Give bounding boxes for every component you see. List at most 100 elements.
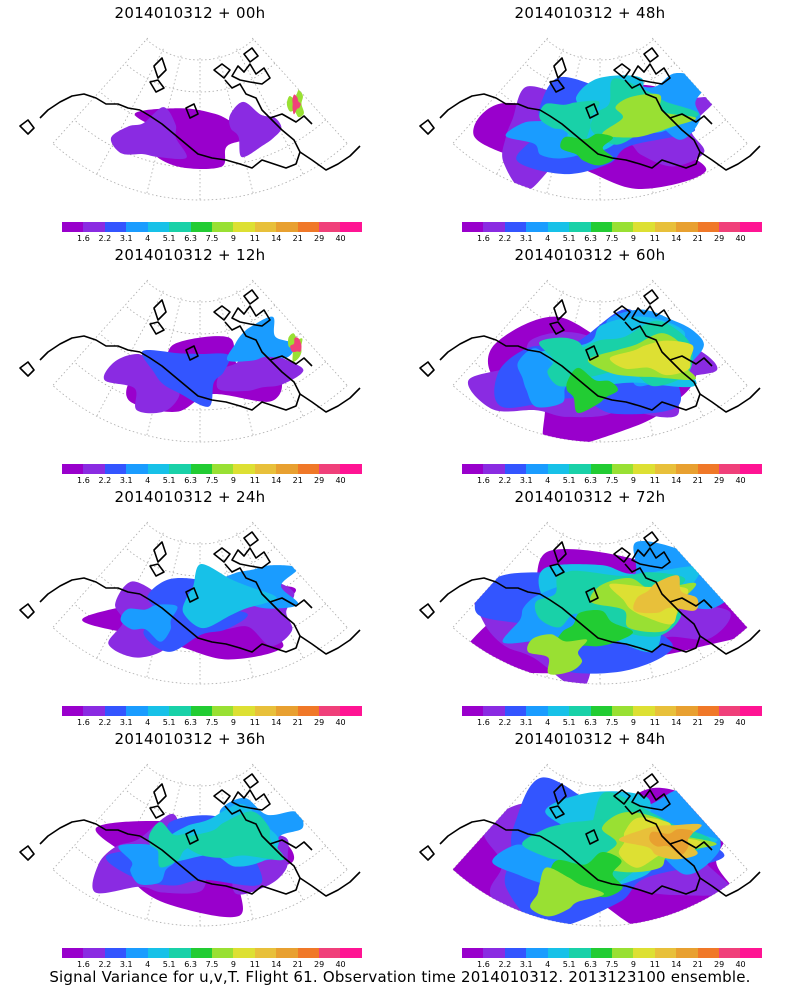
coastline xyxy=(419,47,761,171)
colorbar-tick-label: 3.1 xyxy=(119,476,133,485)
colorbar-swatch xyxy=(504,464,527,474)
variance-field xyxy=(103,316,304,414)
colorbar-swatch xyxy=(590,706,612,716)
variance-field xyxy=(82,564,299,660)
coastline-segment xyxy=(153,299,167,321)
colorbar-tick-label: 4 xyxy=(545,476,551,485)
colorbar-tick-label: 11 xyxy=(249,476,260,485)
contour-region xyxy=(120,604,178,642)
colorbar-swatch xyxy=(483,464,505,474)
colorbar-tick-label: 29 xyxy=(714,476,725,485)
colorbar-tick-label: 6.3 xyxy=(584,476,597,485)
colorbar-swatch xyxy=(719,222,741,232)
graticule xyxy=(52,279,348,443)
colorbar-swatch xyxy=(483,706,505,716)
colorbar-swatch xyxy=(740,948,762,958)
coastline-segment xyxy=(539,321,701,411)
colorbar-swatch xyxy=(254,706,277,716)
colorbar-tick-label: 6.3 xyxy=(584,234,597,243)
colorbar-tick-label: 9 xyxy=(630,718,636,727)
colorbar-tick-label: 6.3 xyxy=(584,718,597,727)
panel-title: 2014010312 + 48h xyxy=(514,4,666,22)
colorbar-swatch xyxy=(190,706,212,716)
coastline-segment xyxy=(699,871,761,897)
colorbar-swatch xyxy=(211,464,234,474)
coastline-segment xyxy=(39,819,141,845)
coastline-segment xyxy=(699,629,761,655)
contour-region xyxy=(554,610,634,648)
colorbar-swatch xyxy=(340,464,362,474)
colorbar-tick-label: 6.3 xyxy=(184,476,197,485)
latitude-circle xyxy=(73,361,327,411)
latitude-circle xyxy=(452,385,748,443)
contour-region xyxy=(110,107,187,160)
colorbar-swatch xyxy=(297,222,320,232)
colorbar-swatch xyxy=(547,706,570,716)
polar-map xyxy=(419,521,761,685)
colorbar-tick-label: 14 xyxy=(671,476,682,485)
colorbar-swatch xyxy=(233,464,255,474)
colorbar-swatch xyxy=(654,706,677,716)
coastline-segment xyxy=(419,845,435,861)
colorbar-swatch xyxy=(526,706,548,716)
coastline-segment xyxy=(419,119,435,135)
colorbar-tick-label: 7.5 xyxy=(605,234,619,243)
colorbar-tick-label: 7.5 xyxy=(605,476,619,485)
colorbar-swatch xyxy=(719,706,741,716)
contour-region xyxy=(148,821,192,868)
coastline-segment xyxy=(231,305,271,327)
colorbar-tick-label: 1.6 xyxy=(477,476,490,485)
coastline-segment xyxy=(39,335,141,361)
colorbar-tick-label: 4 xyxy=(145,234,151,243)
latitude-circle xyxy=(52,385,348,443)
contour-region xyxy=(539,337,599,387)
colorbar-swatch xyxy=(190,948,212,958)
colorbar-swatch xyxy=(590,222,612,232)
colorbar-swatch xyxy=(740,706,762,716)
colorbar-tick-label: 4 xyxy=(545,234,551,243)
colorbar-tick-label: 1.6 xyxy=(477,718,490,727)
coastline-segment xyxy=(539,563,701,653)
coastline-segment xyxy=(553,57,567,79)
coastline-segment xyxy=(243,531,259,547)
colorbar-labels: 1.6 2.2 3.1 4 5.1 6.3 7.5 9 11 14 21 29 40 xyxy=(62,960,362,970)
contour-region xyxy=(181,811,285,861)
coastline-segment xyxy=(613,547,631,563)
coastline-segment xyxy=(699,145,761,171)
coastline-segment xyxy=(139,321,301,411)
colorbar-swatch xyxy=(633,464,655,474)
colorbar-swatch xyxy=(147,706,170,716)
colorbar-tick-label: 6.3 xyxy=(184,960,197,969)
colorbar-swatch xyxy=(676,948,698,958)
contour-region xyxy=(527,634,588,675)
colorbar-tick-label: 1.6 xyxy=(477,960,490,969)
colorbar-swatch xyxy=(483,222,505,232)
colorbar-tick-label: 11 xyxy=(649,718,660,727)
colorbar-tick-label: 2.2 xyxy=(498,476,512,485)
panel-title: 2014010312 + 72h xyxy=(514,488,666,506)
coastline-segment xyxy=(269,113,313,125)
coastline-segment xyxy=(39,577,141,603)
colorbar xyxy=(462,464,762,474)
coastline-segment xyxy=(213,305,231,321)
coastline-segment xyxy=(185,829,199,845)
colorbar-swatch xyxy=(697,464,720,474)
variance-field xyxy=(452,777,739,927)
colorbar-swatch xyxy=(126,464,148,474)
polar-map xyxy=(419,763,761,927)
colorbar-swatch xyxy=(126,948,148,958)
colorbar-swatch xyxy=(319,464,341,474)
coastline-segment xyxy=(243,289,259,305)
colorbar-tick-label: 5.1 xyxy=(162,476,176,485)
coastline xyxy=(419,289,761,413)
colorbar-swatch xyxy=(297,464,320,474)
coastline-segment xyxy=(149,321,165,335)
coastline-segment xyxy=(631,63,671,85)
contour-region xyxy=(633,575,699,614)
variance-field xyxy=(461,540,748,685)
colorbar-swatch xyxy=(697,706,720,716)
coastline-segment xyxy=(669,597,713,609)
coastline-segment xyxy=(213,547,231,563)
colorbar-swatch xyxy=(104,948,127,958)
coastline-segment xyxy=(139,805,301,895)
